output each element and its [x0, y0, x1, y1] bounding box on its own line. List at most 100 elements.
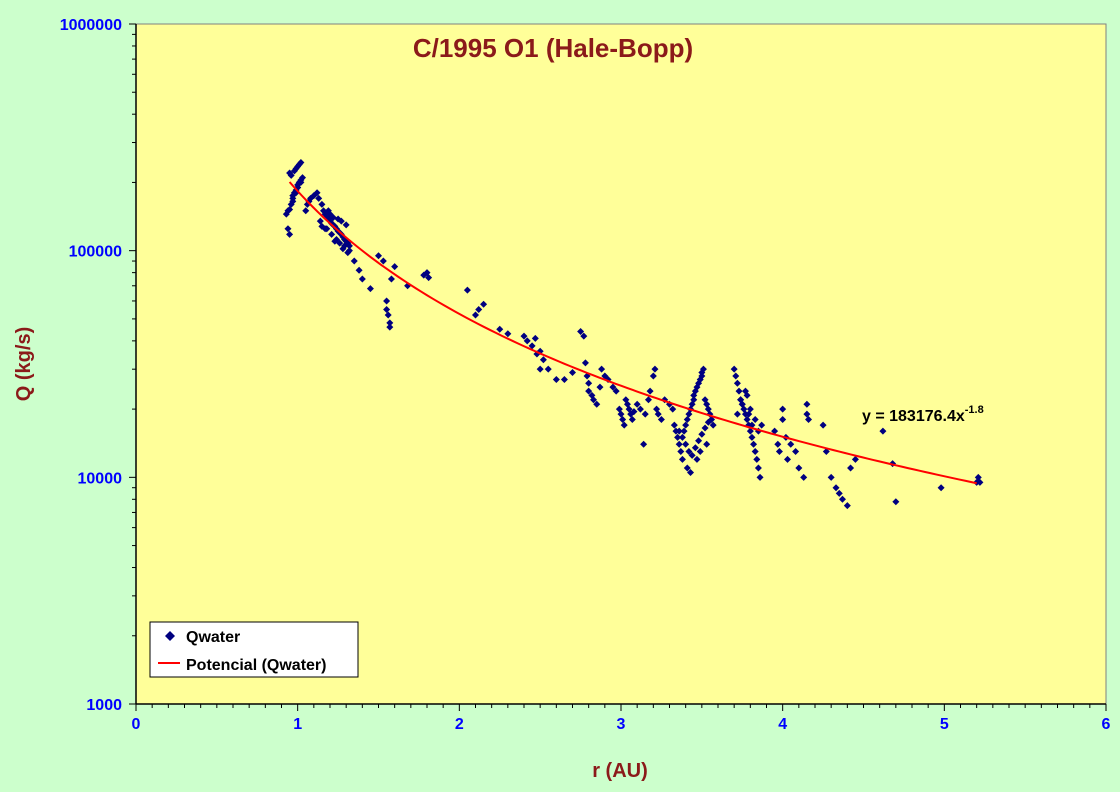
legend-label-qwater: Qwater [186, 629, 240, 646]
data-point [792, 448, 800, 456]
trend-equation-exponent: -1.8 [965, 404, 984, 416]
axes: 1000 10000 100000 1000000 0 1 2 3 4 5 6 [60, 17, 1111, 733]
data-point [596, 383, 604, 391]
data-point [633, 400, 641, 408]
y-tick-label: 10000 [78, 470, 123, 487]
data-point [779, 405, 787, 413]
data-point [344, 249, 352, 257]
trendline-group [288, 181, 977, 485]
data-point [803, 410, 811, 418]
data-point [693, 455, 701, 463]
data-point [733, 379, 741, 387]
data-point [678, 433, 686, 441]
data-point [315, 194, 323, 202]
data-point [680, 427, 688, 435]
data-point [843, 502, 851, 510]
data-point [523, 337, 531, 345]
data-point [730, 365, 738, 373]
data-point [750, 440, 758, 448]
data-point [795, 464, 803, 472]
data-point [640, 440, 648, 448]
data-point [695, 437, 703, 445]
trend-equation: y = 183176.4x-1.8 [862, 404, 984, 425]
data-point [383, 306, 391, 314]
data-point [287, 171, 295, 179]
data-point [703, 440, 711, 448]
data-point [756, 473, 764, 481]
trend-equation-base: y = 183176.4x [862, 408, 965, 425]
data-point [321, 225, 329, 233]
data-point [316, 217, 324, 225]
data-point [879, 427, 887, 435]
data-point [644, 396, 652, 404]
data-point [682, 440, 690, 448]
legend-box [149, 621, 359, 678]
data-point [386, 323, 394, 331]
trendline [288, 181, 977, 485]
data-point [775, 448, 783, 456]
data-point [609, 383, 617, 391]
data-point [302, 207, 310, 215]
data-point [699, 365, 707, 373]
y-axis-title: Q (kg/s) [13, 327, 35, 401]
data-point [819, 421, 827, 429]
data-point [504, 330, 512, 338]
data-point [496, 325, 504, 333]
data-point [520, 332, 528, 340]
data-point [751, 415, 759, 423]
data-point [704, 418, 712, 426]
data-point [677, 448, 685, 456]
chart-title: C/1995 O1 (Hale-Bopp) [413, 33, 693, 63]
data-point [682, 421, 690, 429]
data-point [690, 396, 698, 404]
data-point [651, 365, 659, 373]
data-point [569, 369, 576, 377]
data-point [425, 274, 433, 282]
data-point [379, 257, 387, 265]
x-tick-label: 0 [132, 716, 141, 733]
data-point [536, 365, 544, 373]
data-point [688, 451, 696, 459]
data-point [612, 387, 620, 395]
data-point [480, 300, 488, 308]
data-points [282, 158, 984, 510]
data-point [539, 356, 547, 364]
data-point [675, 440, 683, 448]
data-point [598, 365, 606, 373]
data-point [620, 421, 628, 429]
data-point [636, 405, 644, 413]
y-tick-label: 100000 [69, 244, 122, 261]
data-point [758, 421, 766, 429]
data-point [339, 245, 347, 253]
data-point [733, 410, 741, 418]
data-point [331, 237, 339, 245]
data-point [698, 430, 706, 438]
data-point [741, 387, 749, 395]
data-point [475, 306, 483, 314]
data-point [342, 221, 350, 229]
data-point [683, 464, 691, 472]
data-point [472, 311, 479, 319]
x-tick-label: 4 [778, 716, 787, 733]
data-point [746, 427, 754, 435]
plot-area [135, 23, 1107, 705]
data-point [851, 455, 859, 463]
data-point [751, 448, 759, 456]
data-point [387, 275, 395, 283]
data-point [827, 473, 835, 481]
data-point [345, 242, 353, 250]
data-point [753, 455, 761, 463]
legend-label-trend: Potencial (Qwater) [186, 657, 326, 674]
data-point [678, 455, 686, 463]
data-point [787, 440, 795, 448]
data-point [350, 257, 358, 265]
legend-marker-icon [165, 631, 175, 641]
legend: Qwater Potencial (Qwater) [149, 621, 359, 678]
data-point [735, 387, 743, 395]
y-tick-label: 1000000 [60, 17, 122, 34]
data-point [284, 225, 292, 233]
x-tick-label: 5 [940, 716, 949, 733]
data-point [358, 275, 366, 283]
data-point [630, 408, 638, 416]
data-point [593, 400, 601, 408]
